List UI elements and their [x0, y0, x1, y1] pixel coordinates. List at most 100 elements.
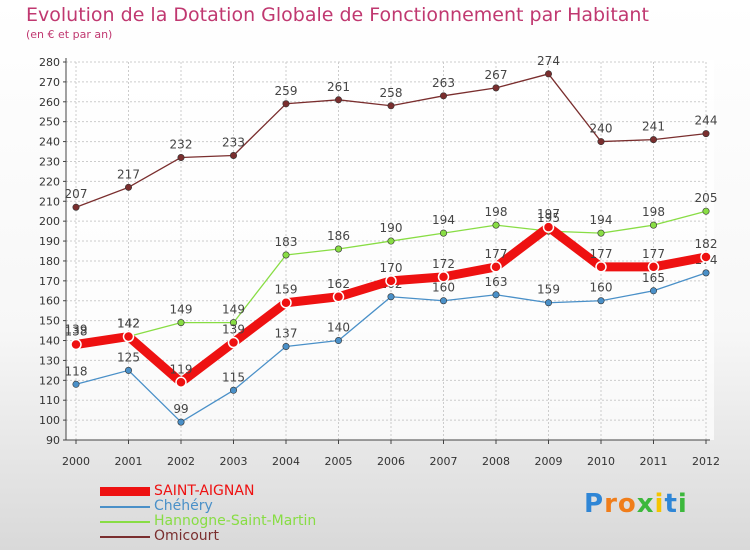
logo-letter: P — [584, 489, 605, 519]
data-point — [544, 70, 552, 78]
data-point — [647, 261, 660, 273]
data-label: 186 — [327, 229, 350, 243]
data-label: 244 — [695, 114, 718, 128]
data-point — [177, 319, 185, 327]
chart-subtitle: (en € et par an) — [26, 28, 113, 41]
data-point — [282, 100, 290, 108]
data-point — [700, 251, 712, 263]
data-label: 142 — [117, 317, 140, 331]
data-point — [597, 229, 605, 237]
legend-item: Hannogne-Saint-Martin — [100, 514, 520, 529]
x-tick-label: 2002 — [167, 455, 195, 468]
y-tick-label: 220 — [39, 175, 60, 188]
y-tick-label: 100 — [39, 414, 60, 427]
data-point — [439, 92, 447, 100]
data-label: 149 — [170, 303, 193, 317]
data-point — [387, 293, 395, 301]
data-label: 160 — [432, 281, 455, 295]
data-point — [334, 245, 342, 253]
data-label: 159 — [537, 283, 560, 297]
y-tick-label: 120 — [39, 374, 60, 387]
data-label: 140 — [327, 321, 350, 335]
data-label: 195 — [537, 211, 560, 225]
legend-label: Hannogne-Saint-Martin — [154, 513, 317, 529]
data-label: 170 — [380, 261, 403, 275]
data-point — [230, 152, 238, 160]
data-point — [702, 207, 710, 215]
data-label: 162 — [327, 277, 350, 291]
y-tick-label: 200 — [39, 215, 60, 228]
data-label: 233 — [222, 136, 245, 150]
data-label: 138 — [65, 325, 88, 339]
data-point — [492, 221, 500, 229]
data-label: 217 — [117, 167, 140, 181]
x-tick-label: 2001 — [115, 455, 143, 468]
x-tick-label: 2012 — [692, 455, 720, 468]
data-point — [649, 136, 657, 144]
data-point — [334, 96, 342, 104]
data-point — [387, 237, 395, 245]
legend-label: SAINT-AIGNAN — [154, 483, 255, 499]
data-point — [122, 330, 135, 343]
y-tick-label: 190 — [39, 235, 60, 248]
x-tick-label: 2007 — [430, 455, 458, 468]
data-point — [70, 338, 82, 351]
data-point — [595, 261, 607, 273]
data-point — [385, 275, 397, 287]
logo-letter: x — [636, 489, 655, 519]
legend-swatch — [100, 535, 150, 538]
y-tick-label: 210 — [39, 195, 60, 208]
legend-item: SAINT-AIGNAN — [100, 484, 520, 499]
data-point — [597, 138, 605, 146]
data-label: 119 — [170, 362, 193, 376]
data-point — [649, 221, 657, 229]
x-tick-label: 2005 — [325, 455, 353, 468]
series-ch-h-ry: 11812599115137140162160163159160165174 — [65, 253, 717, 426]
x-tick-label: 2008 — [482, 455, 510, 468]
data-point — [177, 153, 185, 161]
data-label: 142 — [117, 317, 140, 331]
series-saint-aignan: 138 142 119 139 159 162 170 172 177 197 177 177 182 — [65, 207, 718, 389]
data-point — [437, 271, 450, 283]
x-tick-label: 2010 — [587, 455, 615, 468]
data-label: 198 — [485, 205, 508, 219]
data-point — [597, 297, 605, 305]
legend-swatch — [100, 487, 150, 496]
data-label: 160 — [590, 281, 613, 295]
data-label: 177 — [485, 247, 508, 261]
data-point — [282, 342, 290, 350]
data-label: 267 — [485, 68, 508, 82]
data-label: 165 — [642, 271, 665, 285]
data-point — [72, 380, 80, 388]
data-label: 137 — [275, 326, 298, 340]
data-label: 125 — [117, 350, 140, 364]
data-label: 205 — [695, 191, 718, 205]
data-label: 99 — [173, 402, 188, 416]
data-label: 139 — [222, 323, 245, 337]
data-point — [72, 203, 80, 211]
x-tick-label: 2003 — [220, 455, 248, 468]
y-tick-label: 230 — [39, 155, 60, 168]
y-tick-label: 270 — [39, 76, 60, 89]
data-label: 241 — [642, 120, 665, 134]
logo-letter: t — [664, 489, 678, 519]
legend-label: Omicourt — [154, 528, 219, 544]
data-point — [649, 287, 657, 295]
proxiti-logo: Proxiti — [584, 489, 688, 519]
x-tick-label: 2011 — [640, 455, 668, 468]
data-label: 240 — [590, 122, 613, 136]
y-tick-label: 90 — [46, 434, 60, 447]
data-point — [492, 291, 500, 299]
y-tick-label: 180 — [39, 255, 60, 268]
data-label: 177 — [590, 247, 613, 261]
data-label: 261 — [327, 80, 350, 94]
data-label: 190 — [380, 221, 403, 235]
data-point — [230, 319, 238, 327]
legend-swatch — [100, 505, 150, 508]
data-point — [490, 261, 502, 273]
data-label: 182 — [695, 237, 718, 251]
data-point — [544, 299, 552, 307]
data-label: 194 — [432, 213, 455, 227]
data-point — [175, 376, 187, 389]
